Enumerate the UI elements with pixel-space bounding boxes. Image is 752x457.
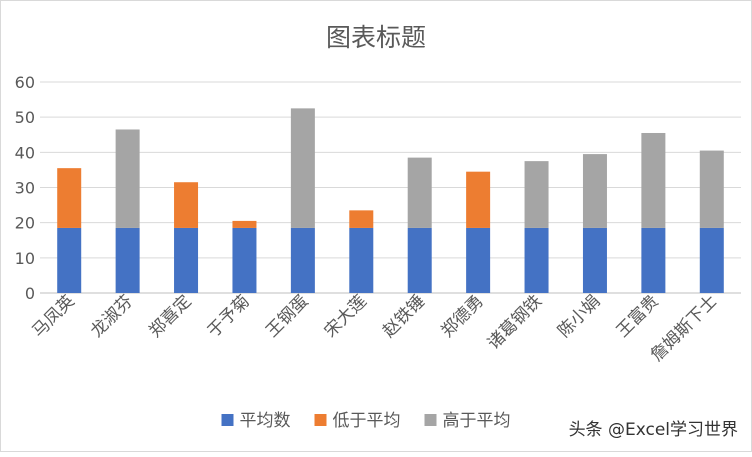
bar-segment	[641, 227, 666, 293]
legend-swatch	[314, 414, 327, 426]
bar-segment	[699, 150, 724, 228]
bar-segment	[349, 227, 374, 293]
y-tick-label: 50	[15, 108, 35, 127]
bars	[57, 108, 724, 293]
legend: 平均数 低于平均 高于平均	[221, 411, 511, 431]
watermark-text: 头条 @Excel学习世界	[568, 420, 738, 440]
legend-label: 低于平均	[333, 411, 401, 431]
y-tick-label: 0	[25, 284, 35, 303]
bar-segment	[582, 154, 607, 228]
bar-segment	[290, 227, 315, 293]
bar-segment	[524, 161, 549, 228]
bar-segment	[115, 129, 140, 228]
bar-segment	[174, 182, 199, 228]
legend-swatch	[424, 414, 437, 426]
bar-segment	[524, 227, 549, 293]
legend-swatch	[221, 414, 234, 426]
bar-segment	[115, 227, 140, 293]
y-tick-label: 30	[15, 179, 35, 198]
bar-segment	[641, 132, 666, 228]
y-tick-label: 60	[15, 73, 35, 92]
legend-label: 高于平均	[443, 411, 511, 431]
bar-segment	[349, 210, 374, 228]
bar-segment	[582, 227, 607, 293]
y-tick-label: 20	[15, 214, 35, 233]
bar-segment	[407, 157, 432, 228]
bar-segment	[466, 227, 491, 293]
bar-segment	[290, 108, 315, 228]
y-tick-label: 10	[15, 249, 35, 268]
bar-segment	[699, 227, 724, 293]
bar-segment	[466, 171, 491, 228]
bar-segment	[407, 227, 432, 293]
y-tick-label: 40	[15, 143, 35, 162]
gridlines	[40, 81, 741, 294]
bar-segment	[57, 168, 82, 228]
legend-label: 平均数	[240, 411, 291, 431]
bar-segment	[57, 227, 82, 293]
chart-title: 图表标题	[326, 23, 426, 52]
y-axis-ticks: 0 10 20 30 40 50 60	[15, 73, 35, 303]
bar-segment	[232, 220, 257, 228]
bar-segment	[232, 227, 257, 293]
bar-segment	[174, 227, 199, 293]
